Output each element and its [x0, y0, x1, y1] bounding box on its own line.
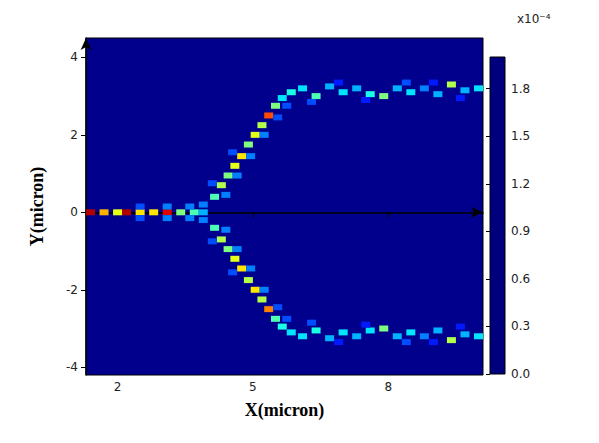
svg-text:1.5: 1.5 [511, 129, 530, 143]
svg-text:0.3: 0.3 [511, 319, 530, 333]
svg-text:0.6: 0.6 [511, 272, 530, 286]
svg-text:x10⁻⁴: x10⁻⁴ [517, 12, 551, 26]
svg-text:X(micron): X(micron) [245, 400, 325, 421]
svg-text:2: 2 [114, 380, 122, 394]
svg-text:Y(micron): Y(micron) [27, 167, 48, 247]
svg-text:5: 5 [249, 380, 257, 394]
svg-text:1.2: 1.2 [511, 177, 530, 191]
svg-text:2: 2 [70, 128, 78, 142]
svg-text:-2: -2 [66, 283, 78, 297]
svg-text:0.9: 0.9 [511, 224, 530, 238]
svg-text:1.8: 1.8 [511, 82, 530, 96]
svg-text:0.0: 0.0 [511, 367, 530, 381]
svg-text:8: 8 [384, 380, 392, 394]
svg-text:0: 0 [70, 205, 78, 219]
svg-text:4: 4 [70, 50, 78, 64]
svg-text:-4: -4 [66, 360, 78, 374]
